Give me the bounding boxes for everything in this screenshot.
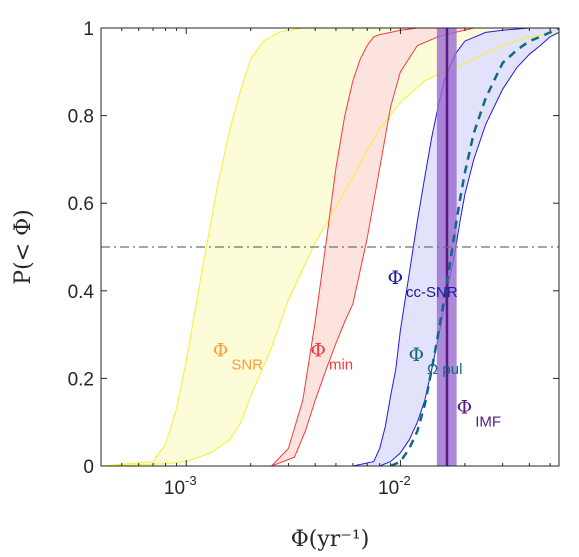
y-tick-label-5: 1 (83, 19, 94, 40)
y-tick-label-1: 0.2 (68, 369, 94, 390)
snr-lower-curve (101, 31, 559, 466)
x-axis-title: Φ(yr⁻¹) (291, 527, 370, 552)
annotation-2: Φcc-SNR (387, 267, 457, 301)
snr-band (101, 28, 559, 466)
x-tick-label-0: 10-3 (164, 473, 197, 499)
pul-median-curve (390, 28, 559, 466)
annotation-3: ΦΩ pul (408, 344, 462, 378)
y-axis-title: P(< Φ) (11, 209, 36, 284)
x-tick-label-1: 10-2 (378, 473, 411, 499)
min-upper-curve (271, 28, 559, 466)
axes: 0 0.2 0.4 0.6 0.8 1 10-3 10-2 (68, 19, 559, 499)
min-band (271, 28, 559, 466)
y-tick-label-4: 0.8 (68, 107, 94, 128)
annotation-0: ΦSNR (213, 340, 263, 374)
plot-area (101, 28, 559, 466)
plot-frame (100, 27, 560, 467)
annotation-1: Φmin (310, 340, 353, 374)
y-tick-label-3: 0.6 (68, 194, 94, 215)
y-tick-label-2: 0.4 (68, 282, 95, 303)
ccsnr-band (352, 28, 559, 466)
snr-upper-curve (101, 28, 559, 466)
annotations: ΦSNR Φmin Φcc-SNR ΦΩ pul ΦIMF (213, 267, 501, 430)
annotation-4: ΦIMF (457, 396, 501, 430)
y-tick-label-0: 0 (83, 457, 94, 478)
min-lower-curve (271, 28, 559, 466)
ccsnr-upper-curve (352, 28, 559, 466)
